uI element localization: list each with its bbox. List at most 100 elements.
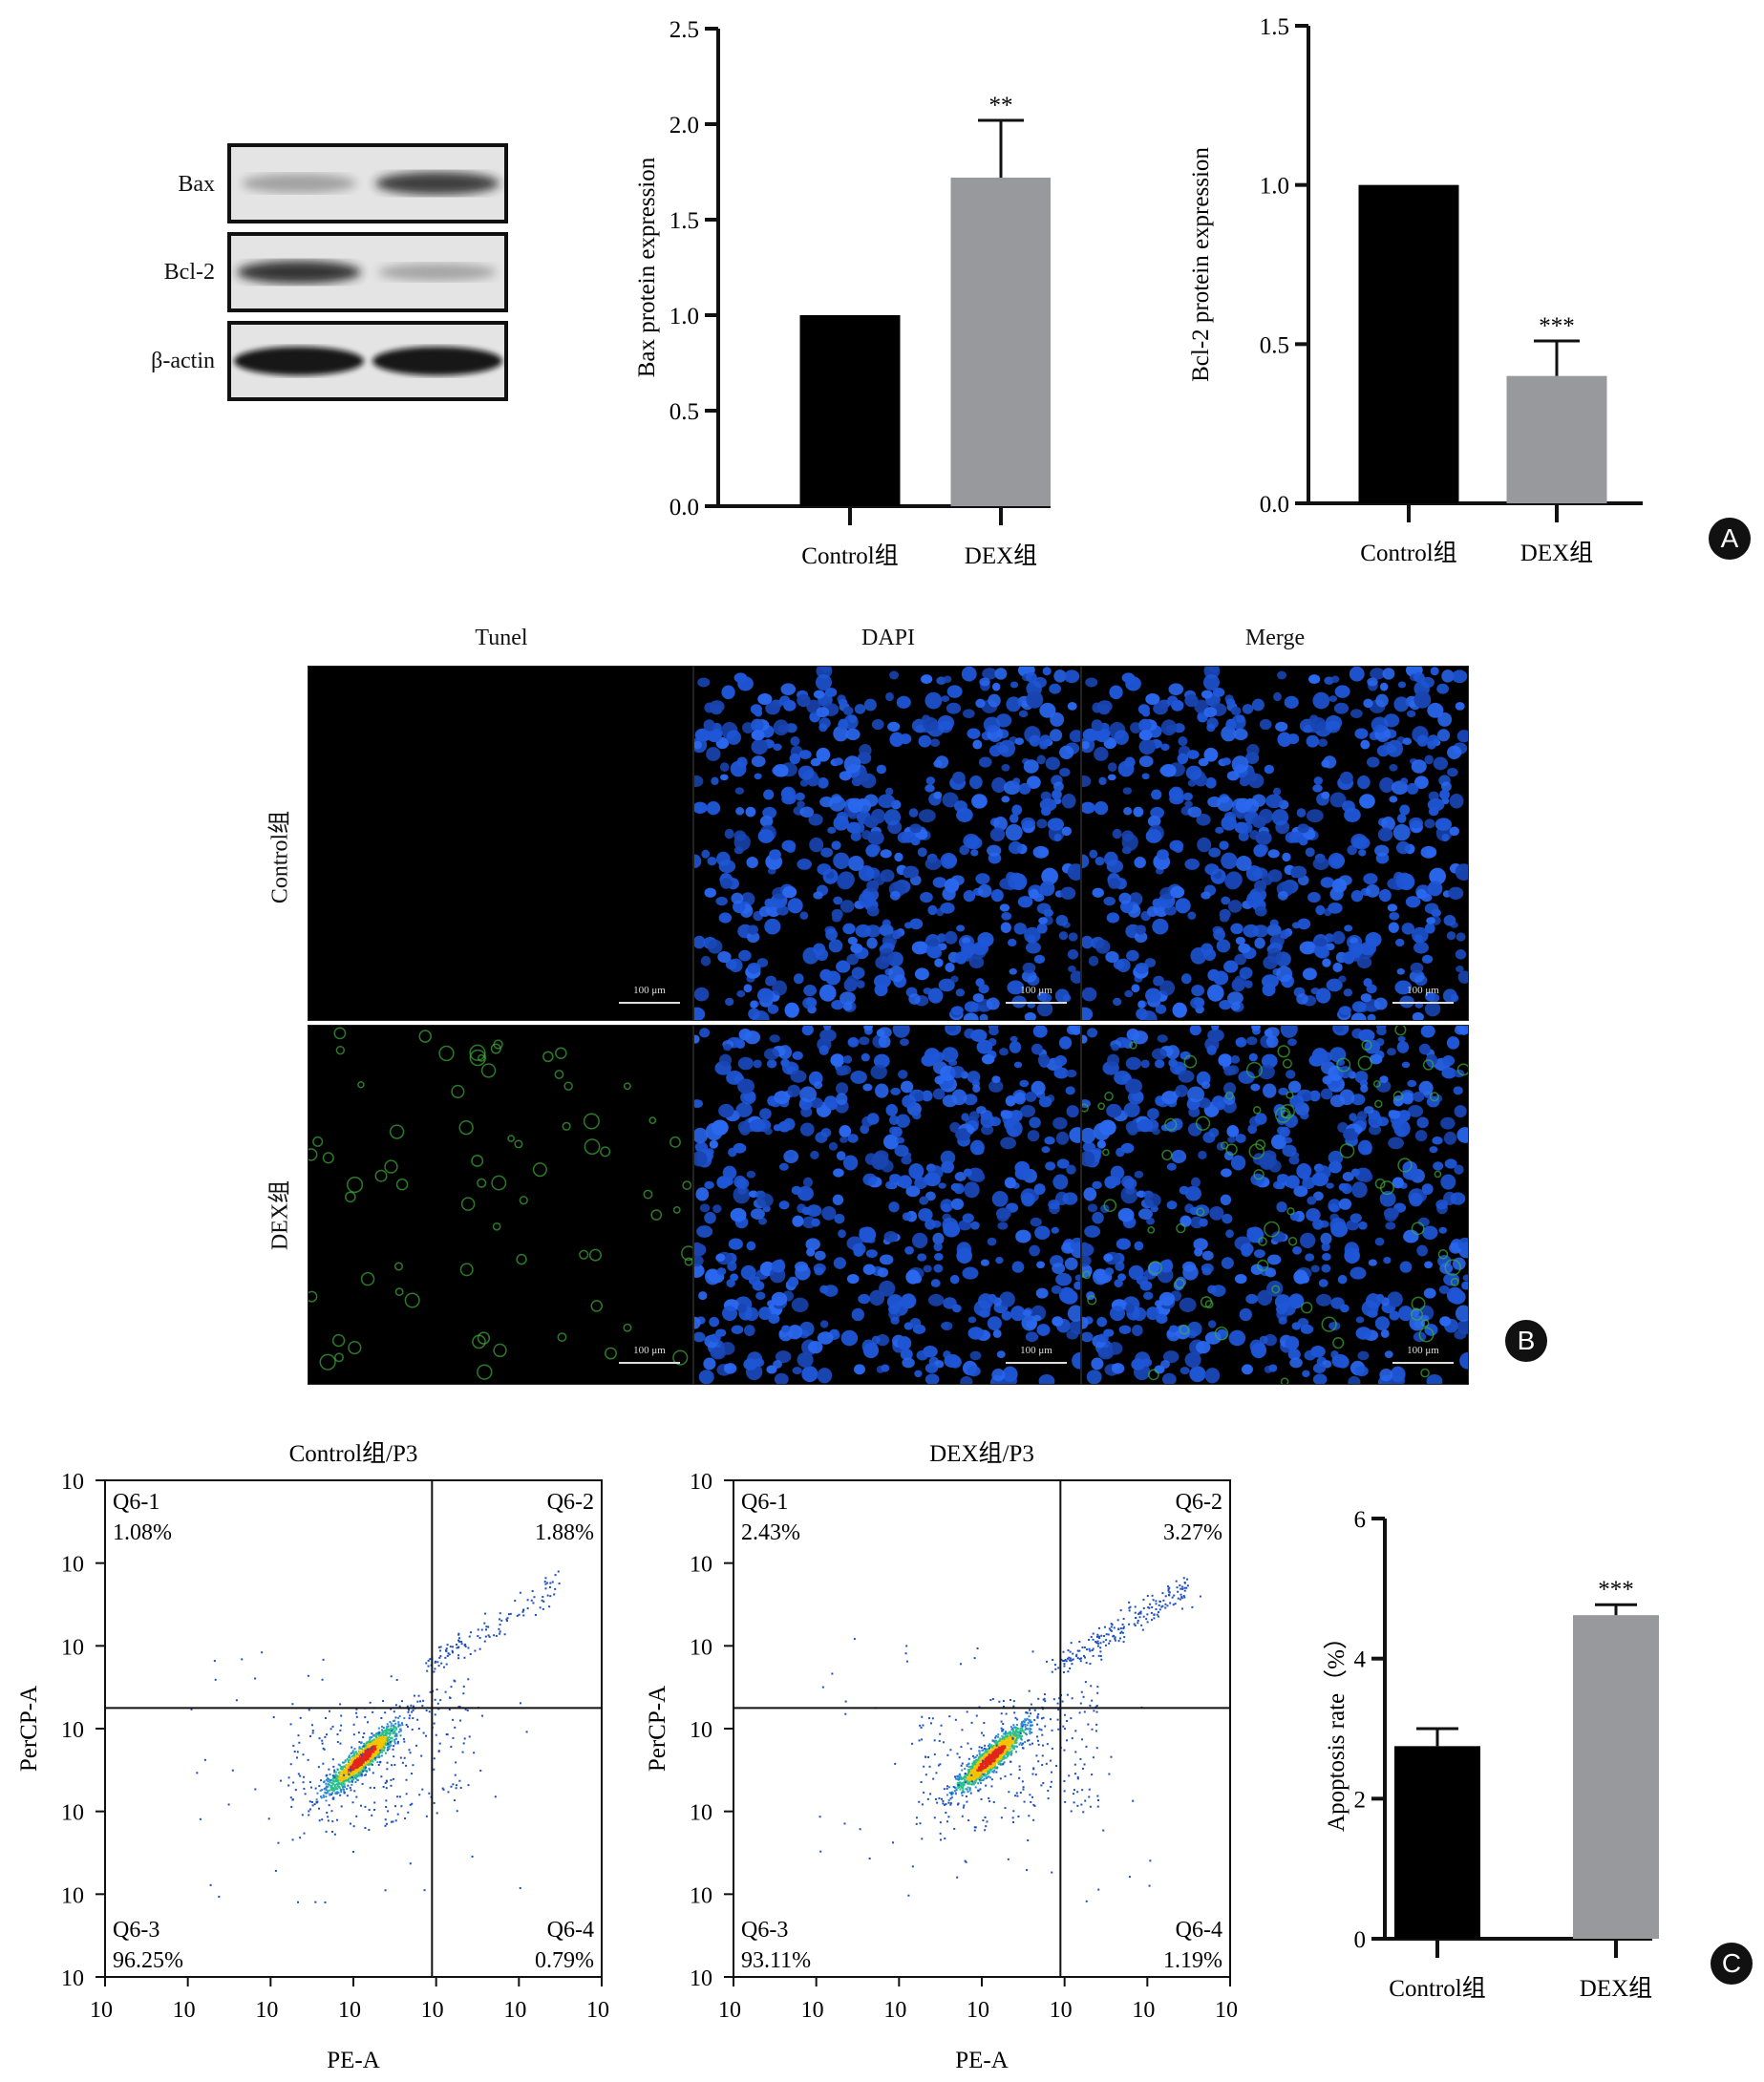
- tunel-positive-cell: [1339, 1143, 1355, 1158]
- tunel-positive-cell: [469, 1049, 487, 1067]
- nucleus: [885, 1103, 899, 1116]
- nucleus: [843, 755, 861, 774]
- nucleus: [1166, 1162, 1177, 1171]
- nucleus: [1385, 1222, 1396, 1230]
- data-point: [358, 1755, 361, 1758]
- data-point: [398, 1715, 401, 1718]
- nucleus: [883, 1231, 899, 1243]
- data-point: [357, 1763, 360, 1766]
- tunel-positive-cell: [557, 1332, 567, 1342]
- nucleus: [879, 924, 894, 937]
- data-point: [514, 1600, 517, 1603]
- nucleus: [1454, 1105, 1467, 1118]
- nucleus: [1251, 1026, 1261, 1031]
- nucleus: [738, 1029, 753, 1041]
- nucleus: [709, 1139, 718, 1149]
- nucleus: [1455, 863, 1468, 881]
- data-point: [398, 1705, 401, 1708]
- nucleus: [787, 898, 803, 914]
- data-point: [451, 1651, 454, 1654]
- data-point: [425, 1815, 428, 1817]
- y-tick-label: 10: [690, 1635, 712, 1660]
- data-point: [957, 1786, 960, 1789]
- data-point: [377, 1741, 380, 1744]
- data-point: [408, 1717, 411, 1720]
- nucleus: [1014, 737, 1025, 746]
- nucleus: [715, 896, 728, 906]
- nucleus: [1035, 1287, 1049, 1299]
- nucleus: [845, 728, 861, 741]
- nucleus: [1009, 967, 1017, 975]
- data-point: [996, 1740, 999, 1743]
- nucleus: [1216, 939, 1231, 953]
- nucleus: [1315, 904, 1326, 916]
- nucleus: [1062, 993, 1072, 1003]
- nucleus: [1054, 1055, 1068, 1067]
- tunel-positive-cell: [477, 1331, 491, 1345]
- nucleus: [998, 739, 1016, 757]
- data-point: [978, 1774, 981, 1777]
- nucleus: [1126, 1029, 1140, 1041]
- data-point: [544, 1577, 547, 1580]
- data-point: [526, 1607, 529, 1610]
- nucleus: [1029, 1244, 1040, 1257]
- x-tick-label: 10: [718, 1998, 741, 2023]
- data-point: [373, 1734, 376, 1737]
- nucleus: [839, 900, 855, 913]
- nucleus: [1139, 1010, 1158, 1020]
- tunel-positive-cell: [519, 1196, 528, 1205]
- nucleus: [1442, 1055, 1456, 1067]
- data-point: [409, 1862, 412, 1865]
- nucleus: [694, 1331, 706, 1343]
- data-point: [425, 1662, 428, 1665]
- nucleus: [941, 1160, 954, 1174]
- data-point: [325, 1830, 328, 1833]
- data-point: [434, 1661, 436, 1664]
- data-point: [381, 1738, 384, 1741]
- data-point: [1004, 1733, 1007, 1736]
- data-point: [319, 1795, 322, 1798]
- nucleus: [696, 1225, 713, 1238]
- nucleus: [976, 1106, 987, 1115]
- data-point: [390, 1708, 393, 1710]
- tunel-positive-cell: [404, 1292, 420, 1308]
- nucleus: [1437, 712, 1453, 727]
- data-point: [363, 1774, 366, 1776]
- data-point: [478, 1647, 481, 1650]
- data-point: [974, 1778, 977, 1781]
- data-point: [386, 1744, 389, 1747]
- nucleus: [1241, 1246, 1252, 1258]
- data-point: [391, 1729, 393, 1731]
- wb-label-actin: β-actin: [151, 349, 215, 373]
- tunel-positive-cell: [1129, 1041, 1137, 1050]
- nucleus: [1009, 1040, 1022, 1053]
- data-point: [387, 1728, 390, 1731]
- data-point: [969, 1768, 972, 1771]
- nucleus: [982, 668, 998, 680]
- data-point: [436, 1661, 439, 1664]
- tunel-positive-cell: [348, 1341, 362, 1355]
- data-point: [324, 1717, 327, 1720]
- data-point: [351, 1752, 354, 1754]
- nucleus: [1387, 1291, 1403, 1307]
- nucleus: [1049, 683, 1062, 694]
- data-point: [384, 1711, 387, 1714]
- nucleus: [1328, 1150, 1344, 1165]
- data-point: [433, 1768, 436, 1771]
- data-point: [360, 1748, 363, 1751]
- nucleus: [1159, 980, 1176, 996]
- data-point: [373, 1744, 376, 1747]
- data-point: [331, 1777, 334, 1780]
- data-point: [532, 1602, 535, 1604]
- nucleus: [795, 792, 805, 801]
- data-point: [241, 1658, 244, 1661]
- tunel-positive-cell: [623, 1082, 631, 1091]
- nucleus: [1239, 1307, 1252, 1322]
- data-point: [363, 1764, 366, 1767]
- nucleus: [738, 949, 752, 962]
- data-point: [364, 1758, 367, 1761]
- nucleus: [1017, 896, 1033, 908]
- nucleus: [1041, 867, 1058, 885]
- nucleus: [1193, 1238, 1208, 1251]
- nucleus: [913, 1092, 925, 1102]
